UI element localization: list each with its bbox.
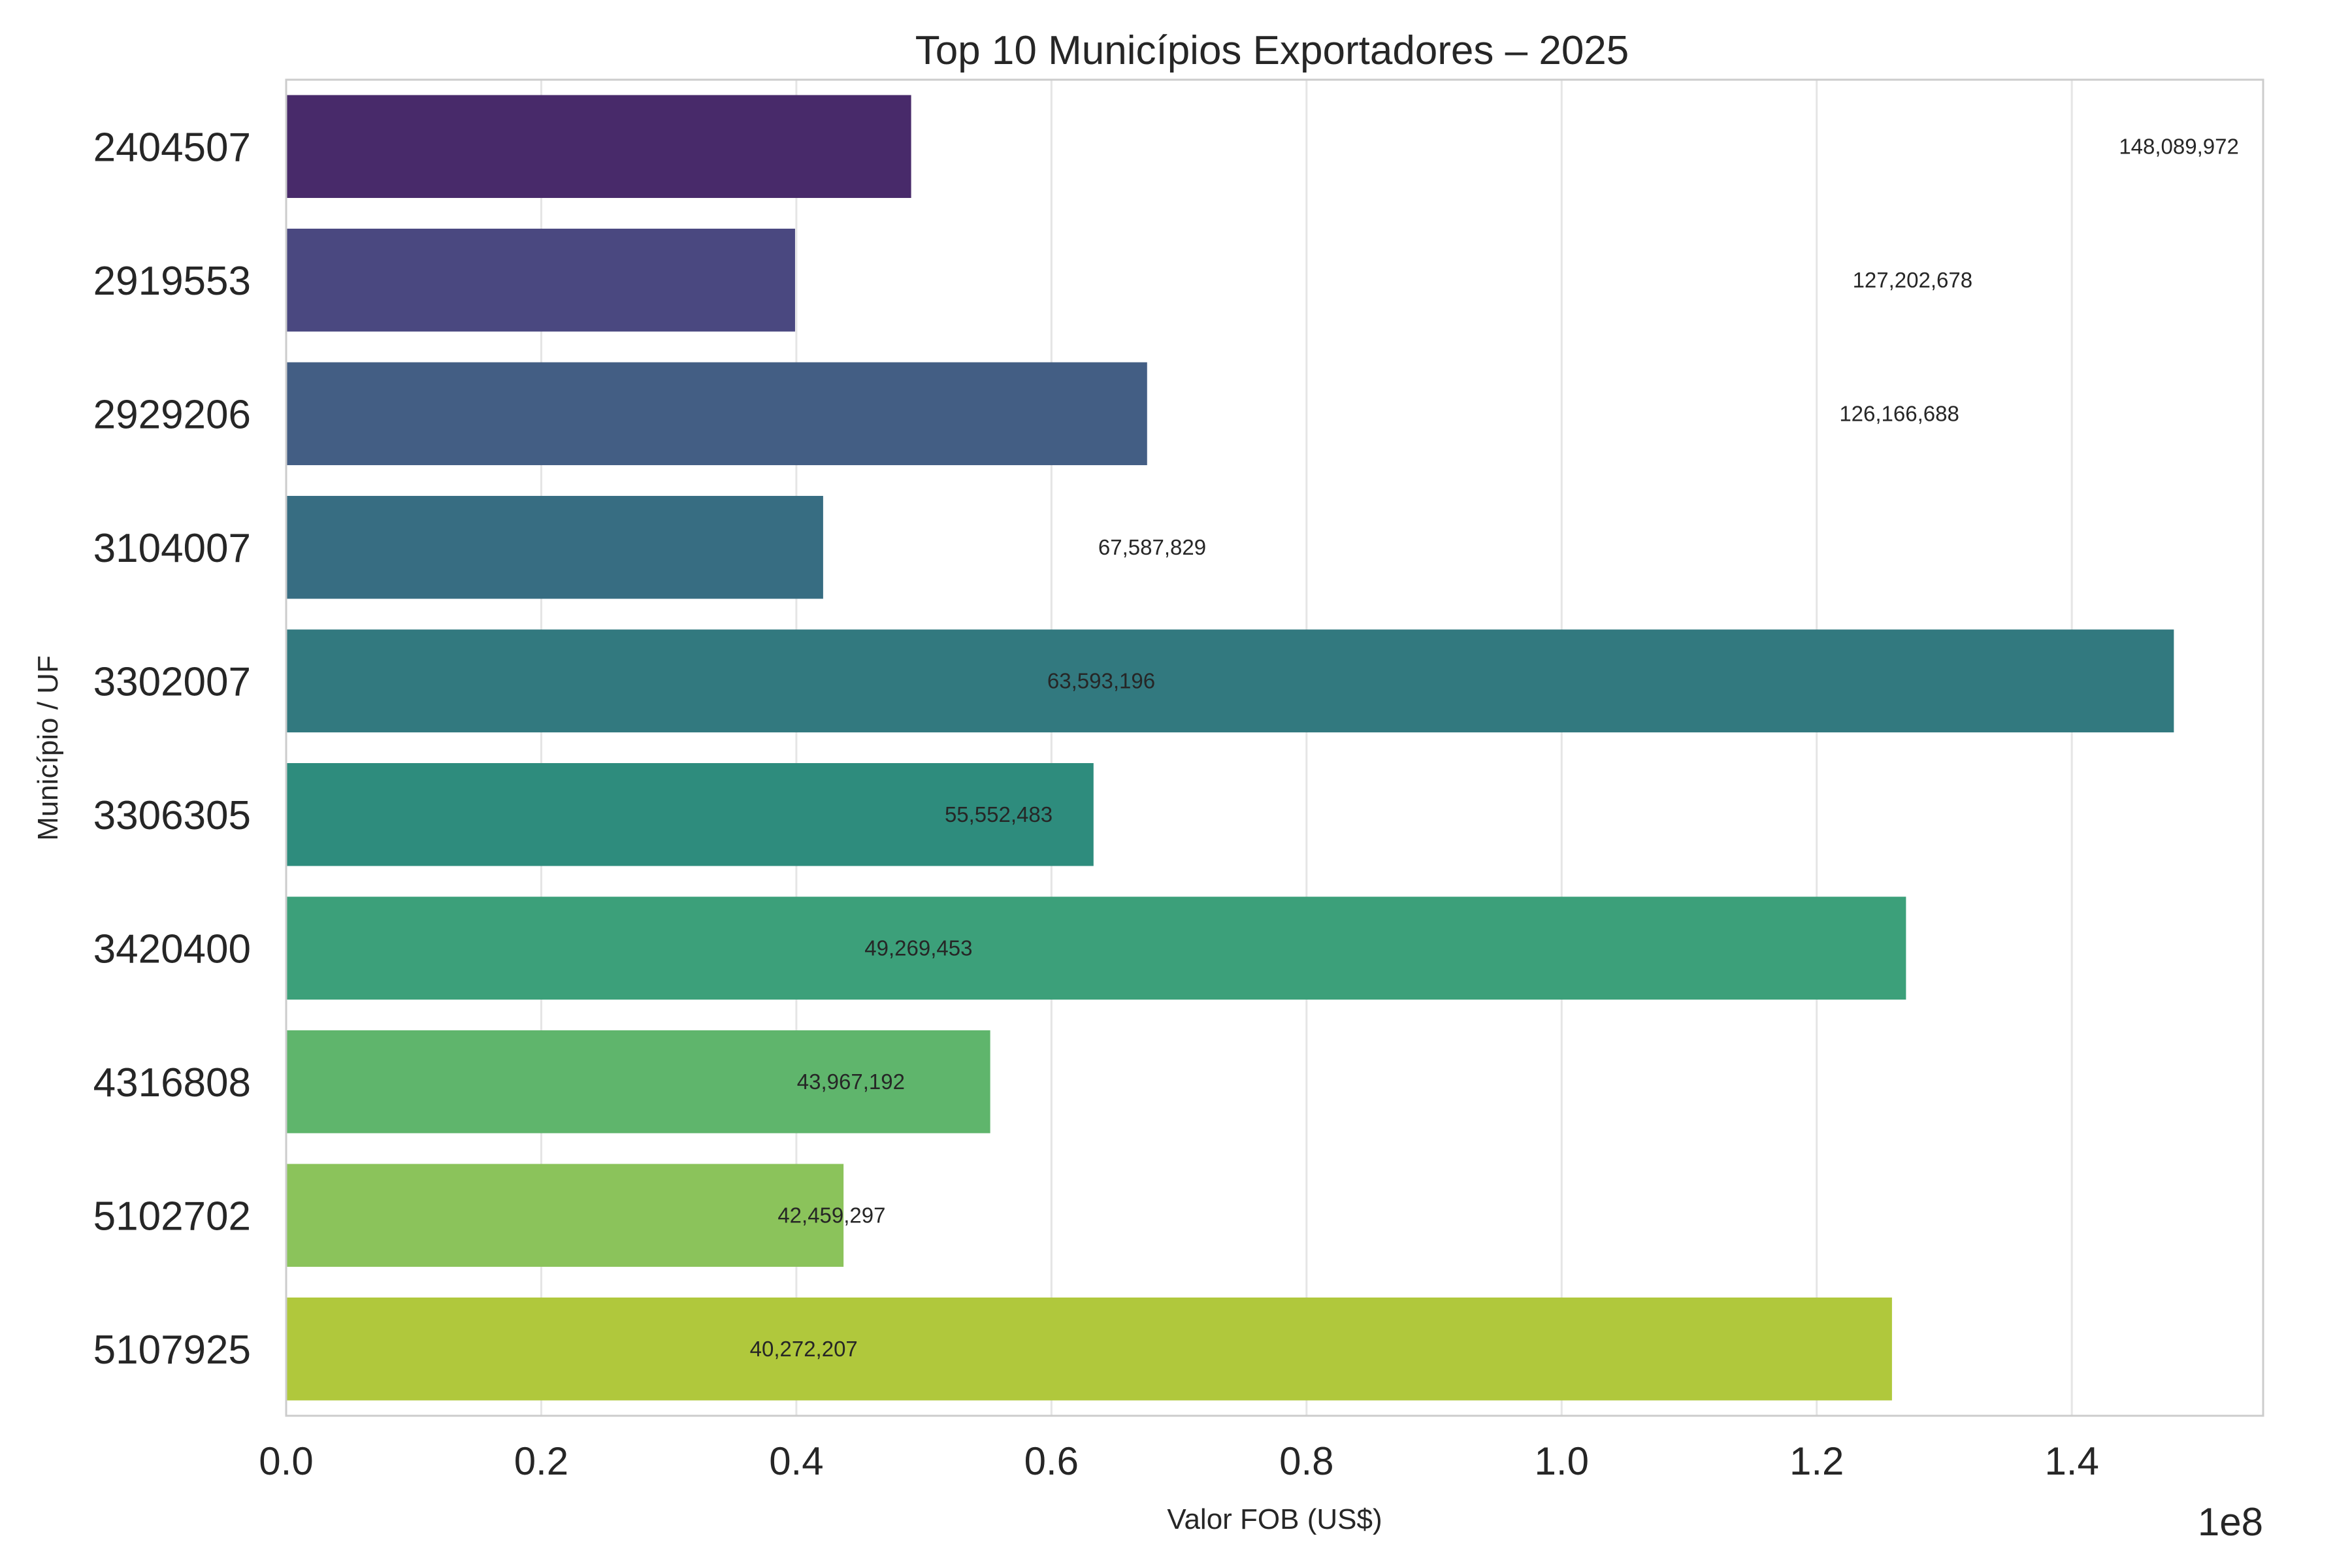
bar-3104007 [286, 496, 823, 599]
plot-frame [285, 78, 2264, 1417]
data-label: 49,269,453 [864, 936, 972, 960]
data-label: 55,552,483 [945, 802, 1053, 826]
bar-3306305 [286, 763, 1094, 866]
y-tick-label: 3104007 [93, 526, 251, 571]
y-tick-label: 3420400 [93, 926, 251, 972]
bar-3302007 [286, 629, 2174, 732]
bar-4316808 [286, 1030, 990, 1134]
y-tick-label: 5102702 [93, 1194, 251, 1239]
x-axis-offset-label: 1e8 [2198, 1500, 2263, 1544]
x-tick-label: 1.4 [2044, 1439, 2099, 1483]
x-tick-label: 0.2 [514, 1439, 568, 1483]
x-tick-label: 0.8 [1279, 1439, 1333, 1483]
data-label: 127,202,678 [1853, 268, 1973, 292]
data-label: 148,089,972 [2119, 134, 2239, 158]
grid-lines [540, 80, 2073, 1416]
x-tick-label: 0.4 [769, 1439, 823, 1483]
data-label: 42,459,297 [777, 1203, 885, 1227]
y-tick-label: 2404507 [93, 125, 251, 170]
y-tick-label: 2929206 [93, 392, 251, 437]
data-label: 63,593,196 [1047, 668, 1155, 693]
data-label: 40,272,207 [750, 1337, 858, 1361]
x-tick-label: 1.0 [1535, 1439, 1589, 1483]
data-label: 126,166,688 [1839, 401, 1959, 425]
x-tick-labels: 0.0 0.2 0.4 0.6 0.8 1.0 1.2 1.4 [259, 1439, 2099, 1483]
x-tick-label: 0.6 [1024, 1439, 1079, 1483]
y-tick-label: 5107925 [93, 1328, 251, 1373]
y-tick-label: 2919553 [93, 259, 251, 304]
y-axis-label: Município / UF [32, 655, 64, 841]
y-tick-label: 3302007 [93, 659, 251, 704]
data-labels: 148,089,972 127,202,678 126,166,688 67,587,… [750, 134, 2239, 1361]
x-tick-label: 0.0 [259, 1439, 313, 1483]
x-axis-label: Valor FOB (US$) [1167, 1503, 1382, 1535]
data-label: 43,967,192 [797, 1070, 905, 1094]
y-tick-labels: 2404507 2919553 2929206 3104007 3302007 33063… [93, 125, 251, 1373]
bar-2404507 [286, 95, 911, 198]
data-label: 67,587,829 [1098, 535, 1206, 559]
bar-2919553 [286, 229, 795, 332]
chart-title: Top 10 Municípios Exportadores – 2025 [915, 28, 1629, 73]
bar-2929206 [286, 362, 1147, 465]
y-tick-label: 4316808 [93, 1060, 251, 1105]
bar-3420400 [286, 896, 1906, 1000]
bar-5102702 [286, 1164, 844, 1267]
y-tick-label: 3306305 [93, 793, 251, 838]
bars [286, 95, 2174, 1401]
x-tick-label: 1.2 [1789, 1439, 1844, 1483]
bar-5107925 [286, 1298, 1892, 1401]
